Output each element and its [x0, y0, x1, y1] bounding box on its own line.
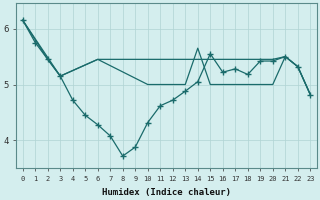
X-axis label: Humidex (Indice chaleur): Humidex (Indice chaleur) [102, 188, 231, 197]
